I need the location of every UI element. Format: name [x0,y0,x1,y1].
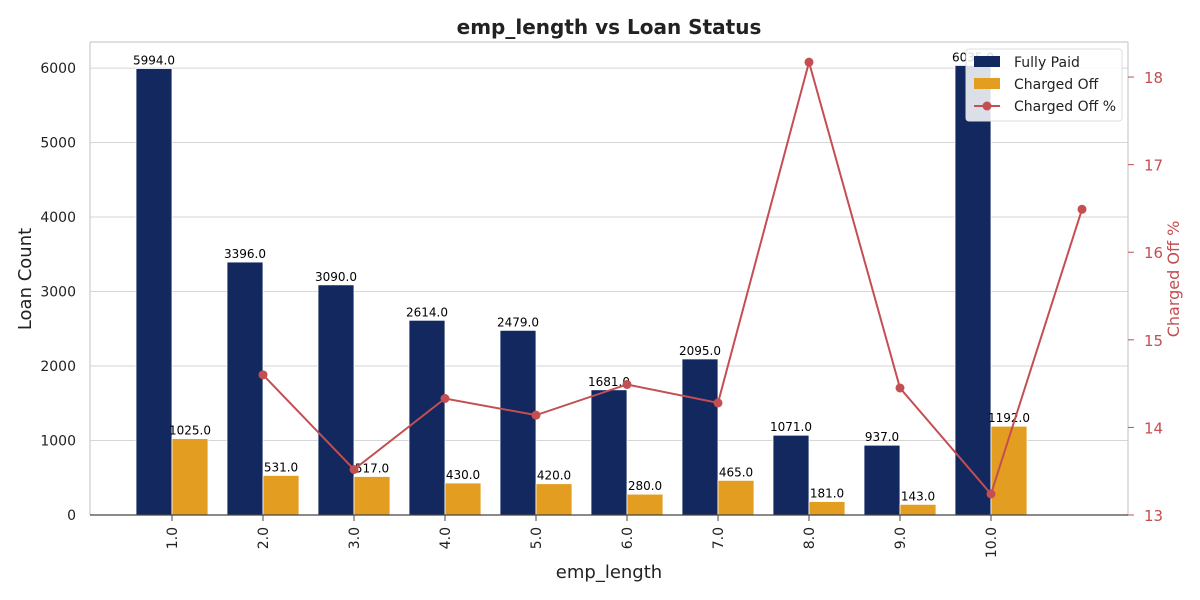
y-tick-label: 4000 [40,210,76,226]
bar-value-label: 517.0 [355,461,389,475]
bar-value-label: 1025.0 [169,424,211,438]
bar-value-label: 1071.0 [770,420,812,434]
bar-value-label: 143.0 [901,489,935,503]
y2-tick-label: 16 [1144,244,1163,262]
legend-label: Charged Off [1014,77,1099,93]
bar-charged-off [444,482,482,516]
y2-tick-label: 14 [1144,419,1163,437]
y-tick-label: 1000 [40,434,76,450]
y2-tick-label: 17 [1144,157,1163,175]
y2-tick-label: 15 [1144,332,1163,350]
charged-off-pct-point [895,383,905,393]
y-axis-ticks: 0 1000 2000 3000 4000 5000 6000 [40,61,76,524]
bar-value-label: 420.0 [537,469,571,483]
bar-value-label: 3090.0 [315,270,357,284]
x-tick-label: 8.0 [802,527,818,549]
bar-fully-paid [499,329,537,516]
y-tick-label: 2000 [40,359,76,375]
x-axis-label: emp_length [556,562,662,583]
legend-label: Fully Paid [1014,55,1080,71]
chart-title: emp_length vs Loan Status [457,15,762,39]
bar-value-label: 5994.0 [133,54,175,68]
bar-charged-off [899,503,937,516]
bar-value-label: 280.0 [628,479,662,493]
bar-value-label: 2095.0 [679,344,721,358]
charged-off-pct-point [804,57,814,67]
x-tick-label: 10.0 [984,527,1000,558]
x-tick-label: 1.0 [165,527,181,549]
y-tick-label: 5000 [40,136,76,152]
bar-fully-paid [317,284,355,516]
legend-label: Charged Off % [1014,99,1116,115]
charged-off-pct-line [262,58,1083,496]
bar-value-label: 465.0 [719,465,753,479]
bar-fully-paid [408,319,446,516]
y2-tick-label: 13 [1144,507,1163,525]
bar-value-label: 937.0 [865,430,899,444]
y2-tick-label: 18 [1144,69,1163,87]
bar-fully-paid [590,389,628,516]
charged-off-pct-point [713,398,723,408]
y-tick-label: 3000 [40,285,76,301]
line-series [258,57,1087,499]
bar-charged-off [626,493,664,516]
bar-value-label: 3396.0 [224,247,266,261]
x-tick-label: 9.0 [893,527,909,549]
legend-swatch [974,56,1000,67]
bar-value-label: 2614.0 [406,305,448,319]
y2-axis-label: Charged Off % [1164,221,1183,338]
y-tick-label: 0 [67,508,76,524]
bar-charged-off [353,476,391,516]
bar-value-label: 1192.0 [988,411,1030,425]
charged-off-pct-point [349,464,359,474]
bar-fully-paid [954,65,992,516]
x-tick-label: 3.0 [347,527,363,549]
charged-off-pct-point [986,489,996,499]
bar-fully-paid [135,68,173,516]
bar-charged-off [535,483,573,516]
bar-charged-off [808,501,846,516]
x-tick-label: 6.0 [620,527,636,549]
bar-charged-off [262,475,300,516]
bar-fully-paid [226,261,264,516]
charged-off-pct-point [440,394,450,404]
bar-charged-off [717,479,755,516]
charged-off-pct-point [258,370,268,380]
bar-value-label: 531.0 [264,460,298,474]
x-axis-ticks: 1.0 2.0 3.0 4.0 5.0 6.0 7.0 8.0 9.0 10.0 [165,515,1000,558]
bar-fully-paid [681,358,719,516]
charged-off-pct-point [1077,204,1087,214]
y-axis-label: Loan Count [15,228,36,330]
bar-value-label: 430.0 [446,468,480,482]
bar-charged-off [171,438,209,516]
bar-fully-paid [772,434,810,516]
bar-value-label: 2479.0 [497,315,539,329]
legend: Fully Paid Charged Off Charged Off % [965,48,1123,122]
charged-off-pct-point [531,410,541,420]
x-tick-label: 5.0 [529,527,545,549]
legend-box [965,48,1123,122]
x-tick-label: 4.0 [438,527,454,549]
x-tick-label: 7.0 [711,527,727,549]
bar-fully-paid [863,444,901,516]
y2-axis-ticks: 13 14 15 16 17 18 [1128,69,1163,525]
bar-value-label: 1681.0 [588,375,630,389]
charged-off-pct-point [622,379,632,389]
legend-swatch [974,78,1000,89]
y-tick-label: 6000 [40,61,76,77]
bar-labels: 5994.0 1025.0 3396.0 531.0 3090.0 517.0 2614.0… [133,50,1030,503]
x-tick-label: 2.0 [256,527,272,549]
bar-value-label: 181.0 [810,487,844,501]
legend-swatch-marker [982,101,992,111]
bars [135,65,1028,516]
